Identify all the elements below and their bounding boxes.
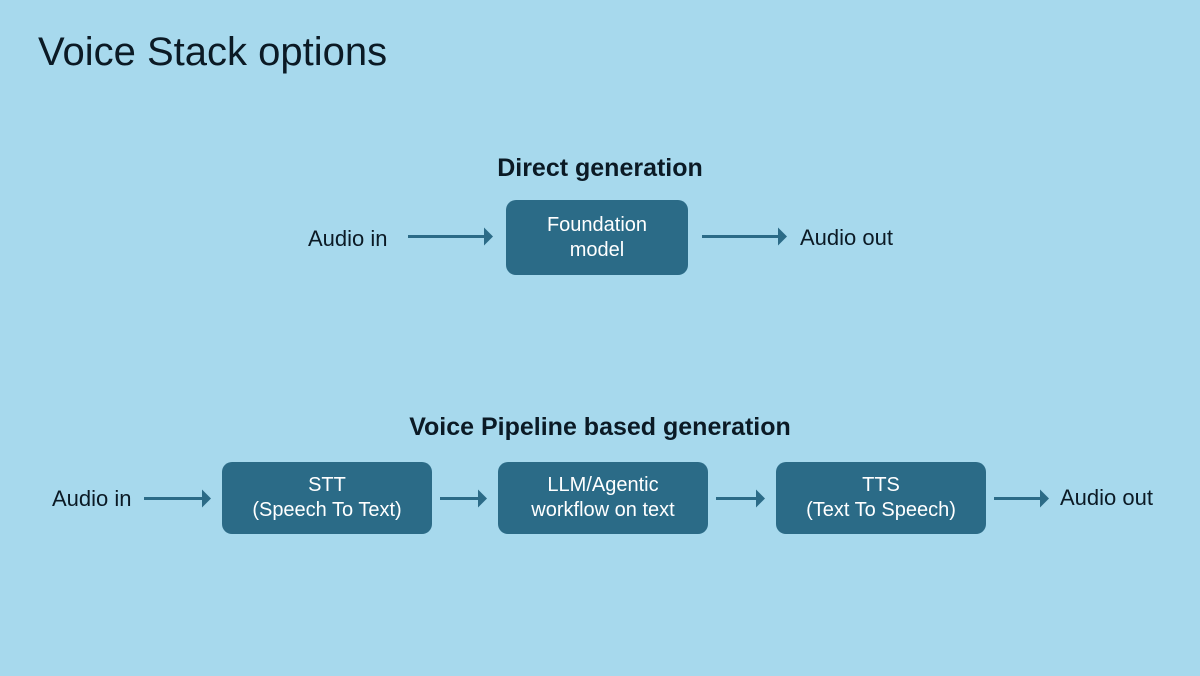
arrow-icon bbox=[144, 486, 212, 511]
section-title-pipeline: Voice Pipeline based generation bbox=[0, 413, 1200, 442]
arrow-icon bbox=[408, 224, 494, 249]
arrow-icon bbox=[716, 486, 766, 511]
direct-output-label: Audio out bbox=[800, 225, 893, 251]
arrow-icon bbox=[702, 224, 788, 249]
node-stt: STT(Speech To Text) bbox=[222, 462, 432, 534]
arrow-icon bbox=[994, 486, 1050, 511]
node-tts: TTS(Text To Speech) bbox=[776, 462, 986, 534]
arrow-icon bbox=[440, 486, 488, 511]
page-title: Voice Stack options bbox=[38, 30, 387, 75]
pipeline-input-label: Audio in bbox=[52, 486, 132, 512]
direct-input-label: Audio in bbox=[308, 226, 388, 252]
pipeline-output-label: Audio out bbox=[1060, 485, 1153, 511]
node-llm: LLM/Agenticworkflow on text bbox=[498, 462, 708, 534]
node-foundation-model: Foundationmodel bbox=[506, 200, 688, 275]
section-title-direct: Direct generation bbox=[0, 154, 1200, 183]
